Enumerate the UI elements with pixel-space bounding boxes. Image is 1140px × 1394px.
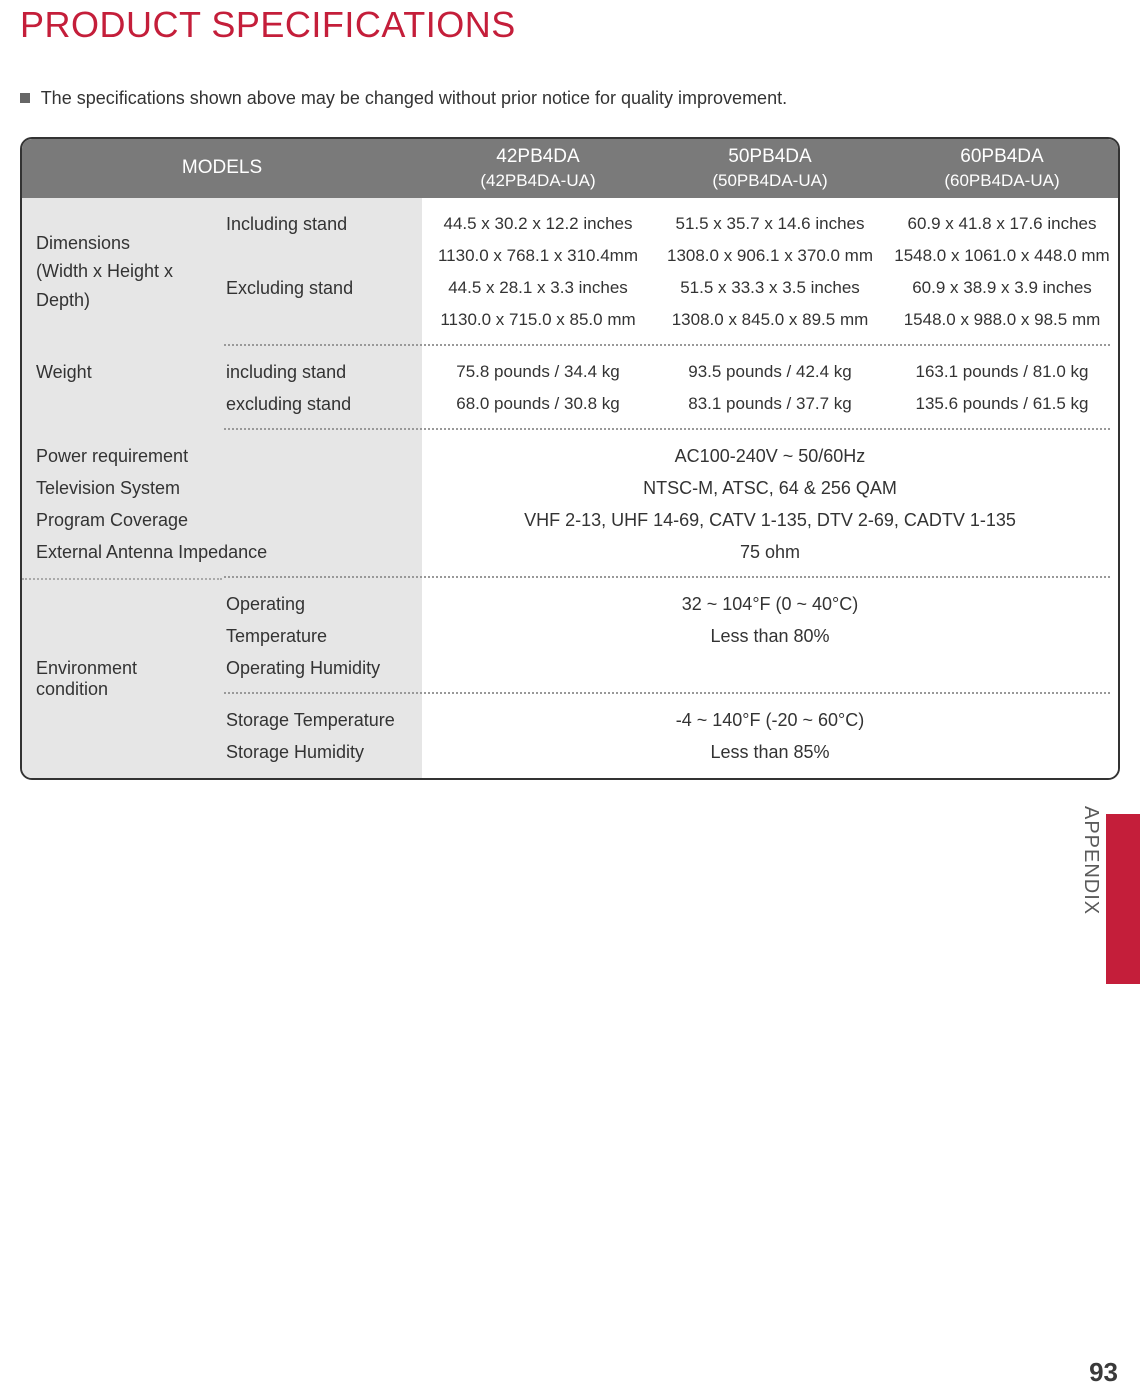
env-label-text: Environment condition <box>36 658 208 700</box>
dim-data-2: 60.9 x 41.8 x 17.6 inches 1548.0 x 1061.… <box>886 198 1118 346</box>
model-name: 42PB4DA <box>496 145 579 170</box>
op-temp-label: Operating Temperature <box>226 588 408 652</box>
cell: 93.5 pounds / 42.4 kg <box>658 356 882 388</box>
cell: 60.9 x 38.9 x 3.9 inches <box>890 272 1114 304</box>
gen-value: NTSC-M, ATSC, 64 & 256 QAM <box>426 472 1114 504</box>
model-col-0: 42PB4DA (42PB4DA-UA) <box>422 139 654 198</box>
gen-value: VHF 2-13, UHF 14-69, CATV 1-135, DTV 2-6… <box>426 504 1114 536</box>
page-title: PRODUCT SPECIFICATIONS <box>20 4 1120 46</box>
weight-sub-inc: including stand <box>226 356 408 388</box>
env-op-labels: Operating Temperature Operating Humidity <box>222 578 422 694</box>
env-storage: Storage Temperature Storage Humidity -4 … <box>222 694 1118 778</box>
gen-value: AC100-240V ~ 50/60Hz <box>426 440 1114 472</box>
weight-data-0: 75.8 pounds / 34.4 kg 68.0 pounds / 30.8… <box>422 346 654 430</box>
model-col-1: 50PB4DA (50PB4DA-UA) <box>654 139 886 198</box>
model-name: 60PB4DA <box>960 145 1043 170</box>
model-code: (60PB4DA-UA) <box>944 170 1059 192</box>
st-hum-value: Less than 85% <box>426 736 1114 768</box>
weight-label-text: Weight <box>36 358 208 387</box>
op-hum-value: Less than 80% <box>426 620 1114 652</box>
cell: 75.8 pounds / 34.4 kg <box>426 356 650 388</box>
gen-label: Television System <box>36 472 408 504</box>
spec-table: MODELS 42PB4DA (42PB4DA-UA) 50PB4DA (50P… <box>20 137 1120 780</box>
env-st-labels: Storage Temperature Storage Humidity <box>222 694 422 778</box>
env-label: Environment condition <box>22 578 222 778</box>
env-st-values: -4 ~ 140°F (-20 ~ 60°C) Less than 85% <box>422 694 1118 778</box>
cell: 1308.0 x 845.0 x 89.5 mm <box>658 304 882 336</box>
cell: 1308.0 x 906.1 x 370.0 mm <box>658 240 882 272</box>
cell: 51.5 x 33.3 x 3.5 inches <box>658 272 882 304</box>
dim-sub-including: Including stand <box>226 208 408 240</box>
cell: 83.1 pounds / 37.7 kg <box>658 388 882 420</box>
weight-row: Weight including stand excluding stand 7… <box>22 346 1118 430</box>
gen-label: External Antenna Impedance <box>36 536 408 568</box>
environment-row: Environment condition Operating Temperat… <box>22 578 1118 778</box>
weight-data-1: 93.5 pounds / 42.4 kg 83.1 pounds / 37.7… <box>654 346 886 430</box>
model-code: (42PB4DA-UA) <box>480 170 595 192</box>
cell: 1130.0 x 768.1 x 310.4mm <box>426 240 650 272</box>
cell: 44.5 x 28.1 x 3.3 inches <box>426 272 650 304</box>
env-right: Operating Temperature Operating Humidity… <box>222 578 1118 778</box>
model-name: 50PB4DA <box>728 145 811 170</box>
cell: 135.6 pounds / 61.5 kg <box>890 388 1114 420</box>
op-temp-value: 32 ~ 104°F (0 ~ 40°C) <box>426 588 1114 620</box>
cell: 1130.0 x 715.0 x 85.0 mm <box>426 304 650 336</box>
cell: 163.1 pounds / 81.0 kg <box>890 356 1114 388</box>
env-op-values: 32 ~ 104°F (0 ~ 40°C) Less than 80% <box>422 578 1118 694</box>
general-row: Power requirement Television System Prog… <box>22 430 1118 578</box>
bullet-icon <box>20 93 30 103</box>
gen-label: Power requirement <box>36 440 408 472</box>
env-operating: Operating Temperature Operating Humidity… <box>222 578 1118 694</box>
general-labels: Power requirement Television System Prog… <box>22 430 422 578</box>
dim-data-1: 51.5 x 35.7 x 14.6 inches 1308.0 x 906.1… <box>654 198 886 346</box>
weight-sub-exc: excluding stand <box>226 388 408 420</box>
weight-label: Weight <box>22 346 222 430</box>
dim-sub-excluding: Excluding stand <box>226 272 408 304</box>
notice-text: The specifications shown above may be ch… <box>41 88 787 108</box>
dim-label-l1: Dimensions <box>36 229 208 258</box>
cell: 44.5 x 30.2 x 12.2 inches <box>426 208 650 240</box>
cell: 68.0 pounds / 30.8 kg <box>426 388 650 420</box>
models-header: MODELS <box>22 139 422 198</box>
gen-label: Program Coverage <box>36 504 408 536</box>
dim-data-0: 44.5 x 30.2 x 12.2 inches 1130.0 x 768.1… <box>422 198 654 346</box>
appendix-label: APPENDIX <box>1079 806 1102 915</box>
model-code: (50PB4DA-UA) <box>712 170 827 192</box>
model-col-2: 60PB4DA (60PB4DA-UA) <box>886 139 1118 198</box>
gen-value: 75 ohm <box>426 536 1114 568</box>
weight-data-2: 163.1 pounds / 81.0 kg 135.6 pounds / 61… <box>886 346 1118 430</box>
general-values: AC100-240V ~ 50/60Hz NTSC-M, ATSC, 64 & … <box>422 430 1118 578</box>
dimensions-sublabels: Including stand Excluding stand <box>222 198 422 346</box>
cell: 1548.0 x 1061.0 x 448.0 mm <box>890 240 1114 272</box>
dimensions-label: Dimensions (Width x Height x Depth) <box>22 198 222 346</box>
appendix-tab <box>1106 814 1140 984</box>
dimensions-row: Dimensions (Width x Height x Depth) Incl… <box>22 198 1118 346</box>
table-header: MODELS 42PB4DA (42PB4DA-UA) 50PB4DA (50P… <box>22 139 1118 198</box>
page-number: 93 <box>1089 1357 1118 1388</box>
op-hum-label: Operating Humidity <box>226 652 408 684</box>
cell: 1548.0 x 988.0 x 98.5 mm <box>890 304 1114 336</box>
st-temp-label: Storage Temperature <box>226 704 408 736</box>
dim-label-l2: (Width x Height x Depth) <box>36 257 208 315</box>
cell: 51.5 x 35.7 x 14.6 inches <box>658 208 882 240</box>
st-hum-label: Storage Humidity <box>226 736 408 768</box>
cell: 60.9 x 41.8 x 17.6 inches <box>890 208 1114 240</box>
st-temp-value: -4 ~ 140°F (-20 ~ 60°C) <box>426 704 1114 736</box>
notice-line: The specifications shown above may be ch… <box>20 88 1120 109</box>
weight-sublabels: including stand excluding stand <box>222 346 422 430</box>
